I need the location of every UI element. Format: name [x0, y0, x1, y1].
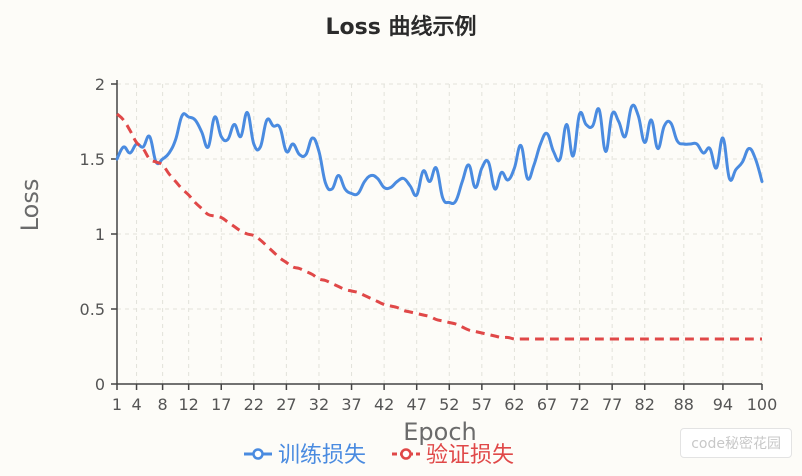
legend-swatch-marker [252, 448, 264, 460]
x-tick-label: 52 [439, 395, 459, 414]
y-tick-label: 1 [95, 225, 105, 244]
y-tick-label: 2 [95, 75, 105, 94]
x-tick-label: 94 [713, 395, 733, 414]
x-tick-labels: 1 4 8 12 17 22 27 32 37 42 47 52 57 62 67 72 77 82 88 94 100 [112, 395, 777, 414]
x-tick-label: 8 [158, 395, 168, 414]
y-axis-label: Loss [16, 179, 44, 232]
series-line-1 [115, 103, 764, 206]
x-tick-label: 100 [747, 395, 778, 414]
chart-title: Loss 曲线示例 [326, 14, 477, 40]
x-tick-label: 1 [112, 395, 122, 414]
x-tick-label: 88 [674, 395, 694, 414]
legend-label: 验证损失 [426, 443, 514, 468]
x-tick-label: 32 [309, 395, 329, 414]
x-tick-label: 17 [211, 395, 231, 414]
grid-lines [116, 83, 763, 385]
x-tick-label: 47 [407, 395, 427, 414]
series-lines [115, 103, 764, 341]
x-tick-label: 77 [602, 395, 622, 414]
series-line-2 [115, 112, 762, 341]
x-tick-label: 37 [341, 395, 361, 414]
x-axis-label: Epoch [403, 418, 477, 446]
legend-item-1[interactable]: 训练损失 [244, 443, 366, 468]
legend[interactable]: 训练损失 验证损失 [244, 443, 514, 468]
legend-item-2[interactable]: 验证损失 [392, 443, 514, 468]
y-tick-label: 0.5 [80, 300, 105, 319]
watermark: code秘密花园 [680, 428, 792, 458]
legend-swatch-marker [400, 448, 412, 460]
x-tick-label: 67 [537, 395, 557, 414]
x-tick-label: 82 [635, 395, 655, 414]
y-tick-label: 0 [95, 375, 105, 394]
x-tick-label: 22 [244, 395, 264, 414]
x-tick-label: 12 [178, 395, 198, 414]
x-tick-label: 4 [131, 395, 141, 414]
x-tick-label: 42 [374, 395, 394, 414]
x-tick-label: 62 [504, 395, 524, 414]
y-tick-label: 1.5 [80, 150, 105, 169]
legend-label: 训练损失 [278, 443, 366, 468]
x-tick-label: 57 [472, 395, 492, 414]
x-tick-label: 72 [569, 395, 589, 414]
x-tick-label: 27 [276, 395, 296, 414]
y-tick-labels: 0 0.5 1 1.5 2 [80, 75, 105, 394]
